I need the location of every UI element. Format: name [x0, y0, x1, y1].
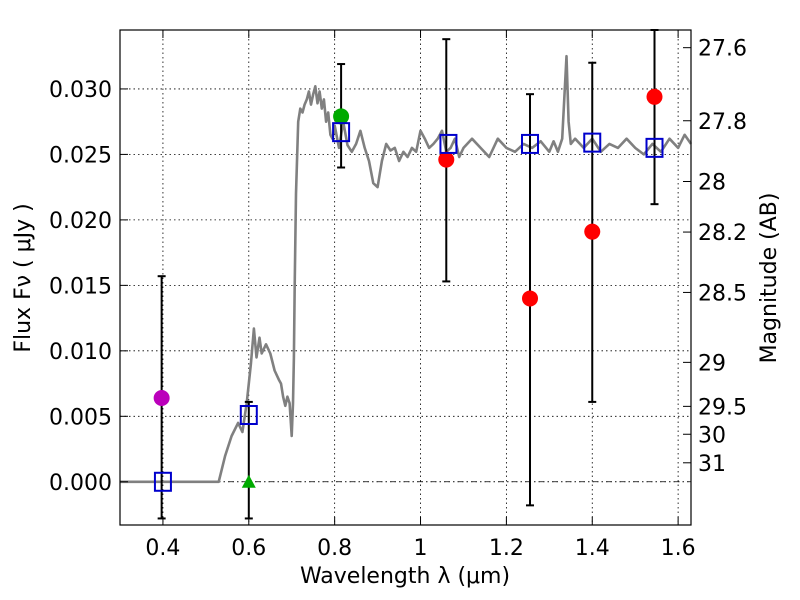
model-spectrum-line — [120, 54, 693, 484]
x-tick-label: 0.4 — [145, 536, 180, 561]
magnitude-tick-label: 30 — [698, 423, 726, 448]
y-tick-label: 0.030 — [49, 78, 112, 103]
model-band-marker — [521, 133, 540, 154]
x-tick-label: 1.4 — [575, 536, 610, 561]
observed-point — [522, 290, 539, 307]
magnitude-tick-label: 28.5 — [698, 281, 747, 306]
x-tick-label: 1.6 — [661, 536, 696, 561]
model-spectrum-layer — [120, 54, 693, 484]
x-axis-ticks: 0.4 0.6 0.8 1 1.2 1.4 1.6 — [145, 30, 696, 561]
observed-point — [646, 88, 663, 105]
observed-point — [241, 474, 256, 488]
y-tick-label: 0.015 — [49, 274, 112, 299]
y-axis-label: Flux Fν ( μJy ) — [11, 203, 36, 352]
magnitude-tick-label: 31 — [698, 452, 726, 477]
magnitude-tick-label: 27.6 — [698, 37, 747, 62]
x-tick-label: 0.8 — [317, 536, 352, 561]
y-tick-label: 0.005 — [49, 405, 112, 430]
observed-points-layer — [153, 88, 663, 488]
y-tick-label: 0.010 — [49, 340, 112, 365]
model-band-marker — [439, 133, 458, 154]
magnitude-axis-ticks: 27.6 27.8 28 28.2 28.5 29 29.5 30 31 — [683, 37, 747, 477]
x-tick-label: 0.6 — [231, 536, 266, 561]
observed-point — [438, 151, 455, 168]
model-band-marker — [332, 122, 351, 143]
magnitude-tick-label: 29.5 — [698, 395, 747, 420]
model-band-marker — [153, 471, 172, 492]
y-tick-label: 0.020 — [49, 209, 112, 234]
x-tick-label: 1.2 — [489, 536, 524, 561]
observed-point — [584, 223, 601, 240]
x-tick-label: 1 — [414, 536, 428, 561]
magnitude-tick-label: 27.8 — [698, 110, 747, 135]
magnitude-axis-label: Magnitude (AB) — [757, 193, 782, 364]
observed-point — [333, 108, 350, 125]
y-axis-ticks: 0.000 0.005 0.010 0.015 0.020 0.025 0.030 — [49, 78, 128, 496]
model-band-marker — [583, 132, 602, 153]
magnitude-tick-label: 28 — [698, 171, 726, 196]
plot-frame — [119, 29, 692, 526]
y-tick-label: 0.000 — [49, 471, 112, 496]
magnitude-tick-label: 29 — [698, 351, 726, 376]
model-band-marker — [239, 405, 258, 425]
observed-point — [153, 389, 170, 406]
y-tick-label: 0.025 — [49, 143, 112, 168]
magnitude-tick-label: 28.2 — [698, 221, 747, 246]
model-band-marker — [645, 137, 664, 158]
model-band-markers-layer — [153, 122, 664, 492]
x-axis-label: Wavelength λ (μm) — [300, 564, 510, 589]
